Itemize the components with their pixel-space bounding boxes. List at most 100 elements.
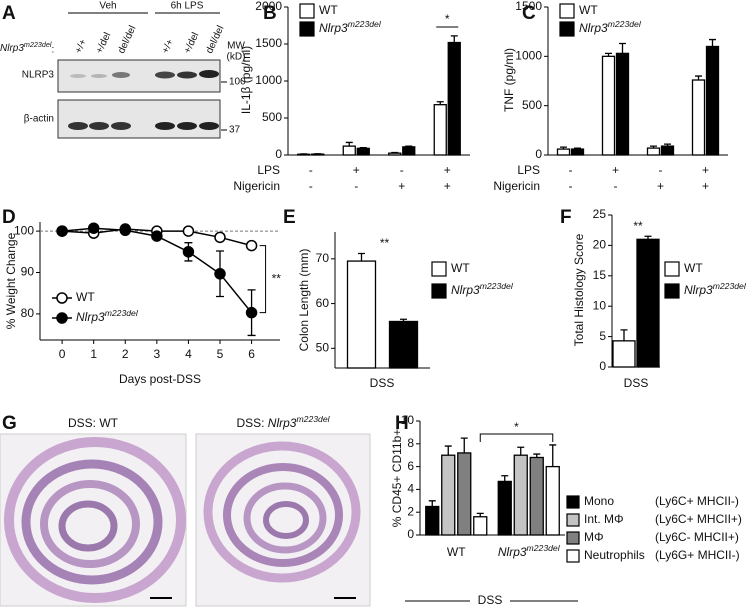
panel-label: B xyxy=(263,3,277,24)
tissue xyxy=(4,437,186,603)
band xyxy=(199,70,219,78)
bar xyxy=(612,340,636,368)
bar xyxy=(388,320,419,369)
x-tick-label: 1 xyxy=(90,347,97,361)
treatment-sign: - xyxy=(354,179,358,193)
significance-label: * xyxy=(445,12,450,26)
lane-label: +/del xyxy=(94,31,113,56)
legend-swatch xyxy=(664,261,680,277)
band xyxy=(112,72,130,78)
bar xyxy=(356,147,370,156)
bar xyxy=(646,147,661,156)
bar xyxy=(402,146,416,156)
lane-label: +/+ xyxy=(160,37,176,55)
legend-swatch xyxy=(431,283,447,299)
treatment-sign: - xyxy=(659,163,663,177)
treatment-sign: - xyxy=(569,163,573,177)
treatment-sign: - xyxy=(569,179,573,193)
y-tick-label: 6 xyxy=(407,459,414,473)
point xyxy=(214,231,226,244)
bar xyxy=(425,505,440,536)
bar xyxy=(636,238,660,368)
protein-label: NLRP3 xyxy=(22,70,55,81)
point xyxy=(87,222,100,234)
legend-swatch xyxy=(299,21,315,37)
error-bar xyxy=(549,444,557,467)
significance-label: ** xyxy=(380,236,390,250)
y-axis-label: IL-1β (pg/ml) xyxy=(239,46,253,114)
error-bar xyxy=(501,475,509,482)
treatment-sign: + xyxy=(612,163,619,177)
y-tick-label: 1500 xyxy=(515,0,542,13)
x-tick-label: 3 xyxy=(153,347,160,361)
legend-swatch xyxy=(559,21,575,37)
significance-label: * xyxy=(514,420,519,434)
genotype-label: Nlrp3m223del: xyxy=(0,40,54,55)
error-bar xyxy=(460,437,468,453)
y-tick-label: 1000 xyxy=(515,49,542,63)
y-tick-label: 5 xyxy=(599,329,606,343)
treatment-sign: - xyxy=(309,163,313,177)
bar xyxy=(615,52,630,156)
bar xyxy=(601,55,616,156)
y-tick-label: 10 xyxy=(593,298,607,312)
treatment-sign: - xyxy=(309,179,313,193)
error-bar xyxy=(620,329,628,341)
bar xyxy=(513,454,528,536)
point xyxy=(151,230,163,242)
condition-label: 6h LPS xyxy=(171,1,204,12)
panel-label: H xyxy=(395,413,409,434)
significance-label: ** xyxy=(272,271,282,285)
y-tick-label: 0 xyxy=(535,147,542,161)
histology-panel: G DSS: WT DSS: Nlrp3m223del xyxy=(0,413,371,607)
significance-bracket xyxy=(259,245,267,314)
panel-label: C xyxy=(522,3,536,24)
bar xyxy=(691,79,706,156)
legend-label: Nlrp3m223del xyxy=(579,19,642,35)
bar xyxy=(342,145,356,156)
legend-label: WT xyxy=(579,3,598,17)
y-tick-label: 4 xyxy=(407,482,414,496)
treatment-sign: + xyxy=(444,179,451,193)
y-tick-label: 2000 xyxy=(255,0,282,13)
point xyxy=(182,246,195,258)
x-tick-label: 5 xyxy=(217,347,224,361)
lane-label: +/+ xyxy=(73,37,89,55)
bar xyxy=(346,260,377,369)
x-axis-label: DSS xyxy=(624,376,649,390)
blot-panel: A Veh 6h LPS Nlrp3m223del: +/+ +/del del… xyxy=(0,1,246,139)
mw-marker: 100 xyxy=(229,77,246,88)
legend-swatch xyxy=(566,513,580,527)
condition-label: Veh xyxy=(99,1,116,12)
significance-label: ** xyxy=(633,219,643,233)
legend-label: Nlrp3m223del xyxy=(319,19,382,35)
legend-label: Int. MΦ xyxy=(584,512,624,526)
panel-label: F xyxy=(560,207,572,228)
treatment-sign: + xyxy=(398,179,405,193)
treatment-sign: + xyxy=(444,163,451,177)
lane-label: +/del xyxy=(182,31,201,56)
tissue xyxy=(203,441,361,583)
bar xyxy=(447,41,461,156)
treatment-label: Nigericin xyxy=(493,179,540,193)
y-tick-label: 0 xyxy=(407,527,414,541)
y-tick-label: 0 xyxy=(599,359,606,373)
error-bar xyxy=(444,445,452,456)
x-axis-label: DSS xyxy=(370,376,395,390)
bar xyxy=(660,145,675,156)
panel-label: D xyxy=(2,207,16,228)
band xyxy=(155,71,175,79)
y-tick-label: 100 xyxy=(14,223,34,237)
error-bar xyxy=(450,35,458,43)
y-tick-label: 15 xyxy=(593,268,607,282)
panel-label: A xyxy=(2,3,16,24)
legend-label: Neutrophils xyxy=(584,548,645,562)
y-tick-label: 1000 xyxy=(255,73,282,87)
y-tick-label: 25 xyxy=(593,207,607,221)
lane-label: del/del xyxy=(116,24,138,55)
legend-label: Mono xyxy=(584,494,614,508)
x-tick-label: 4 xyxy=(185,347,192,361)
treatment-sign: - xyxy=(400,163,404,177)
point xyxy=(245,239,258,252)
